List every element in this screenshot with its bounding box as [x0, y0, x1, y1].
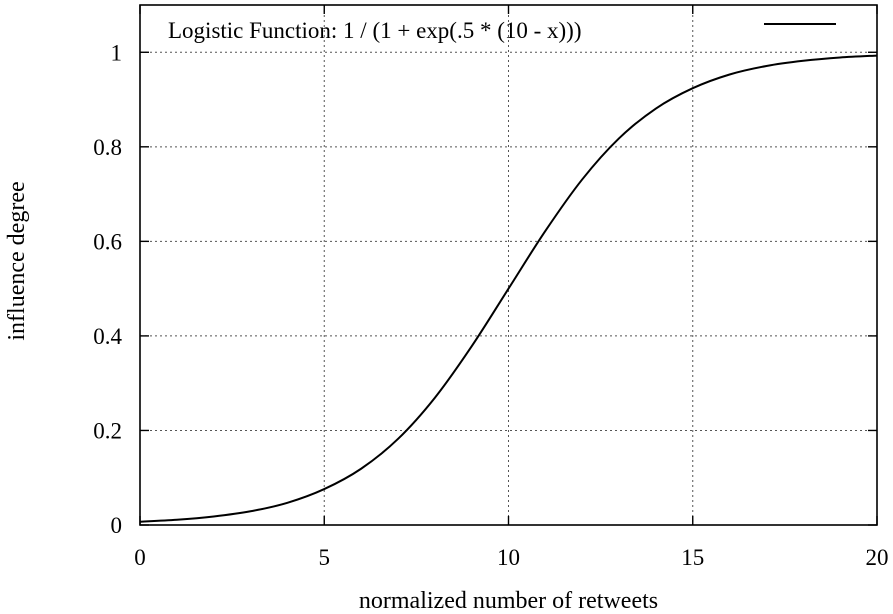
y-tick-label: 0.8 — [93, 135, 122, 160]
legend: Logistic Function: 1 / (1 + exp(.5 * (10… — [168, 18, 836, 43]
y-tick-label: 0.2 — [93, 418, 122, 443]
y-tick-label: 1 — [111, 40, 123, 65]
x-tick-label: 15 — [681, 545, 704, 570]
axis-ticks — [139, 5, 878, 526]
y-tick-label: 0.4 — [93, 324, 122, 349]
y-axis-label: influence degree — [4, 181, 30, 340]
tick-labels: 0 5 10 15 20 0 0.2 0.4 0.6 0.8 1 — [93, 40, 888, 570]
x-tick-label: 5 — [319, 545, 331, 570]
x-tick-label: 10 — [497, 545, 520, 570]
x-tick-label: 20 — [866, 545, 889, 570]
legend-label: Logistic Function: 1 / (1 + exp(.5 * (10… — [168, 18, 581, 43]
y-tick-label: 0 — [111, 513, 123, 538]
y-tick-label: 0.6 — [93, 229, 122, 254]
series-line-logistic — [139, 54, 878, 523]
x-tick-label: 0 — [134, 545, 146, 570]
grid-lines — [140, 5, 877, 525]
x-axis-label: normalized number of retweets — [359, 588, 658, 614]
